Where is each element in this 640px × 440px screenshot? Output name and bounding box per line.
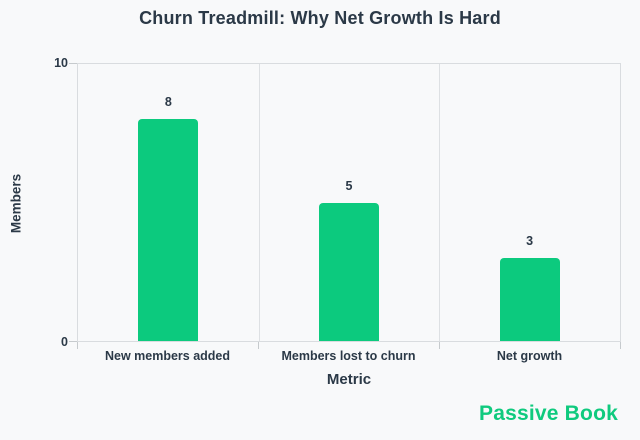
y-axis-label: Members — [8, 173, 24, 234]
x-category-label: Net growth — [496, 349, 563, 363]
bar-column-new-members-added: 8 — [78, 64, 259, 341]
passive-book-logo: Passive Book — [479, 402, 618, 425]
x-tick-mark — [620, 342, 621, 349]
bar-members-lost-to-churn — [318, 202, 379, 341]
chart-title: Churn Treadmill: Why Net Growth Is Hard — [139, 8, 501, 28]
bar-column-net-growth: 3 — [439, 64, 620, 341]
bar-value-label: 5 — [345, 178, 353, 193]
category-separator-gridline — [258, 64, 260, 341]
x-tick-mark — [258, 342, 259, 349]
x-axis-label: Metric — [326, 371, 372, 388]
x-tick-mark — [77, 342, 78, 349]
y-tick-mark — [69, 63, 77, 64]
y-tick-mark — [69, 341, 77, 342]
x-category-label: New members added — [104, 349, 231, 363]
bar-column-members-lost-to-churn: 5 — [259, 64, 440, 341]
y-tick-label-10: 10 — [54, 56, 68, 70]
category-separator-gridline — [439, 64, 441, 341]
bar-new-members-added — [138, 119, 199, 341]
x-tick-mark — [439, 342, 440, 349]
x-category-label: Members lost to churn — [281, 349, 416, 363]
bar-value-label: 3 — [526, 233, 534, 248]
bar-value-label: 8 — [164, 95, 172, 110]
bar-net-growth — [499, 257, 560, 341]
y-tick-label-0: 0 — [61, 335, 68, 349]
plot-area: 8 5 3 — [77, 63, 621, 342]
